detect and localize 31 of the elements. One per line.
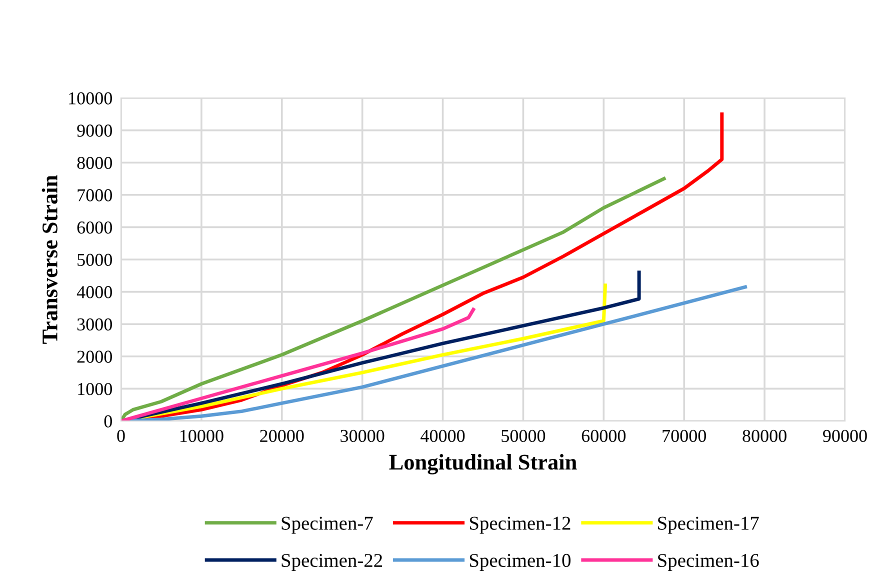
x-tick-label: 40000 bbox=[420, 430, 465, 442]
y-tick-label: 2000 bbox=[77, 350, 112, 363]
line-series bbox=[121, 308, 476, 421]
x-tick-label: 20000 bbox=[260, 430, 304, 442]
legend-label: Specimen-16 bbox=[658, 554, 759, 571]
legend-label: Specimen-17 bbox=[658, 516, 759, 534]
x-tick-label: 30000 bbox=[340, 430, 384, 442]
x-tick-label: 70000 bbox=[662, 430, 706, 442]
x-tick-label: 80000 bbox=[742, 430, 786, 442]
y-tick-label: 5000 bbox=[78, 254, 112, 266]
y-tick-label: 7000 bbox=[78, 189, 112, 202]
y-tick-label: 10000 bbox=[69, 92, 112, 104]
y-tick-label: 4000 bbox=[76, 286, 112, 298]
y-tick-label: 1000 bbox=[78, 382, 112, 396]
y-tick-label: 9000 bbox=[77, 124, 112, 137]
y-axis-title: Transverse Strain bbox=[42, 175, 58, 344]
y-tick-label: 3000 bbox=[77, 318, 112, 331]
x-tick-label: 10000 bbox=[180, 430, 224, 442]
legend-label: Specimen-7 bbox=[282, 516, 373, 534]
y-tick-label: 0 bbox=[104, 415, 112, 428]
y-tick-label: 8000 bbox=[77, 156, 112, 170]
legend-label: Specimen-12 bbox=[470, 516, 570, 534]
y-tick-label: 6000 bbox=[77, 221, 112, 234]
legend-label: Specimen-22 bbox=[282, 554, 382, 571]
x-tick-label: 90000 bbox=[823, 430, 867, 442]
x-tick-label: 0 bbox=[117, 430, 125, 442]
x-tick-label: 60000 bbox=[582, 430, 626, 442]
line-series bbox=[121, 177, 666, 421]
x-axis-title: Longitudinal Strain bbox=[389, 454, 577, 474]
legend-label: Specimen-10 bbox=[470, 554, 570, 571]
x-tick-label: 50000 bbox=[502, 430, 546, 442]
